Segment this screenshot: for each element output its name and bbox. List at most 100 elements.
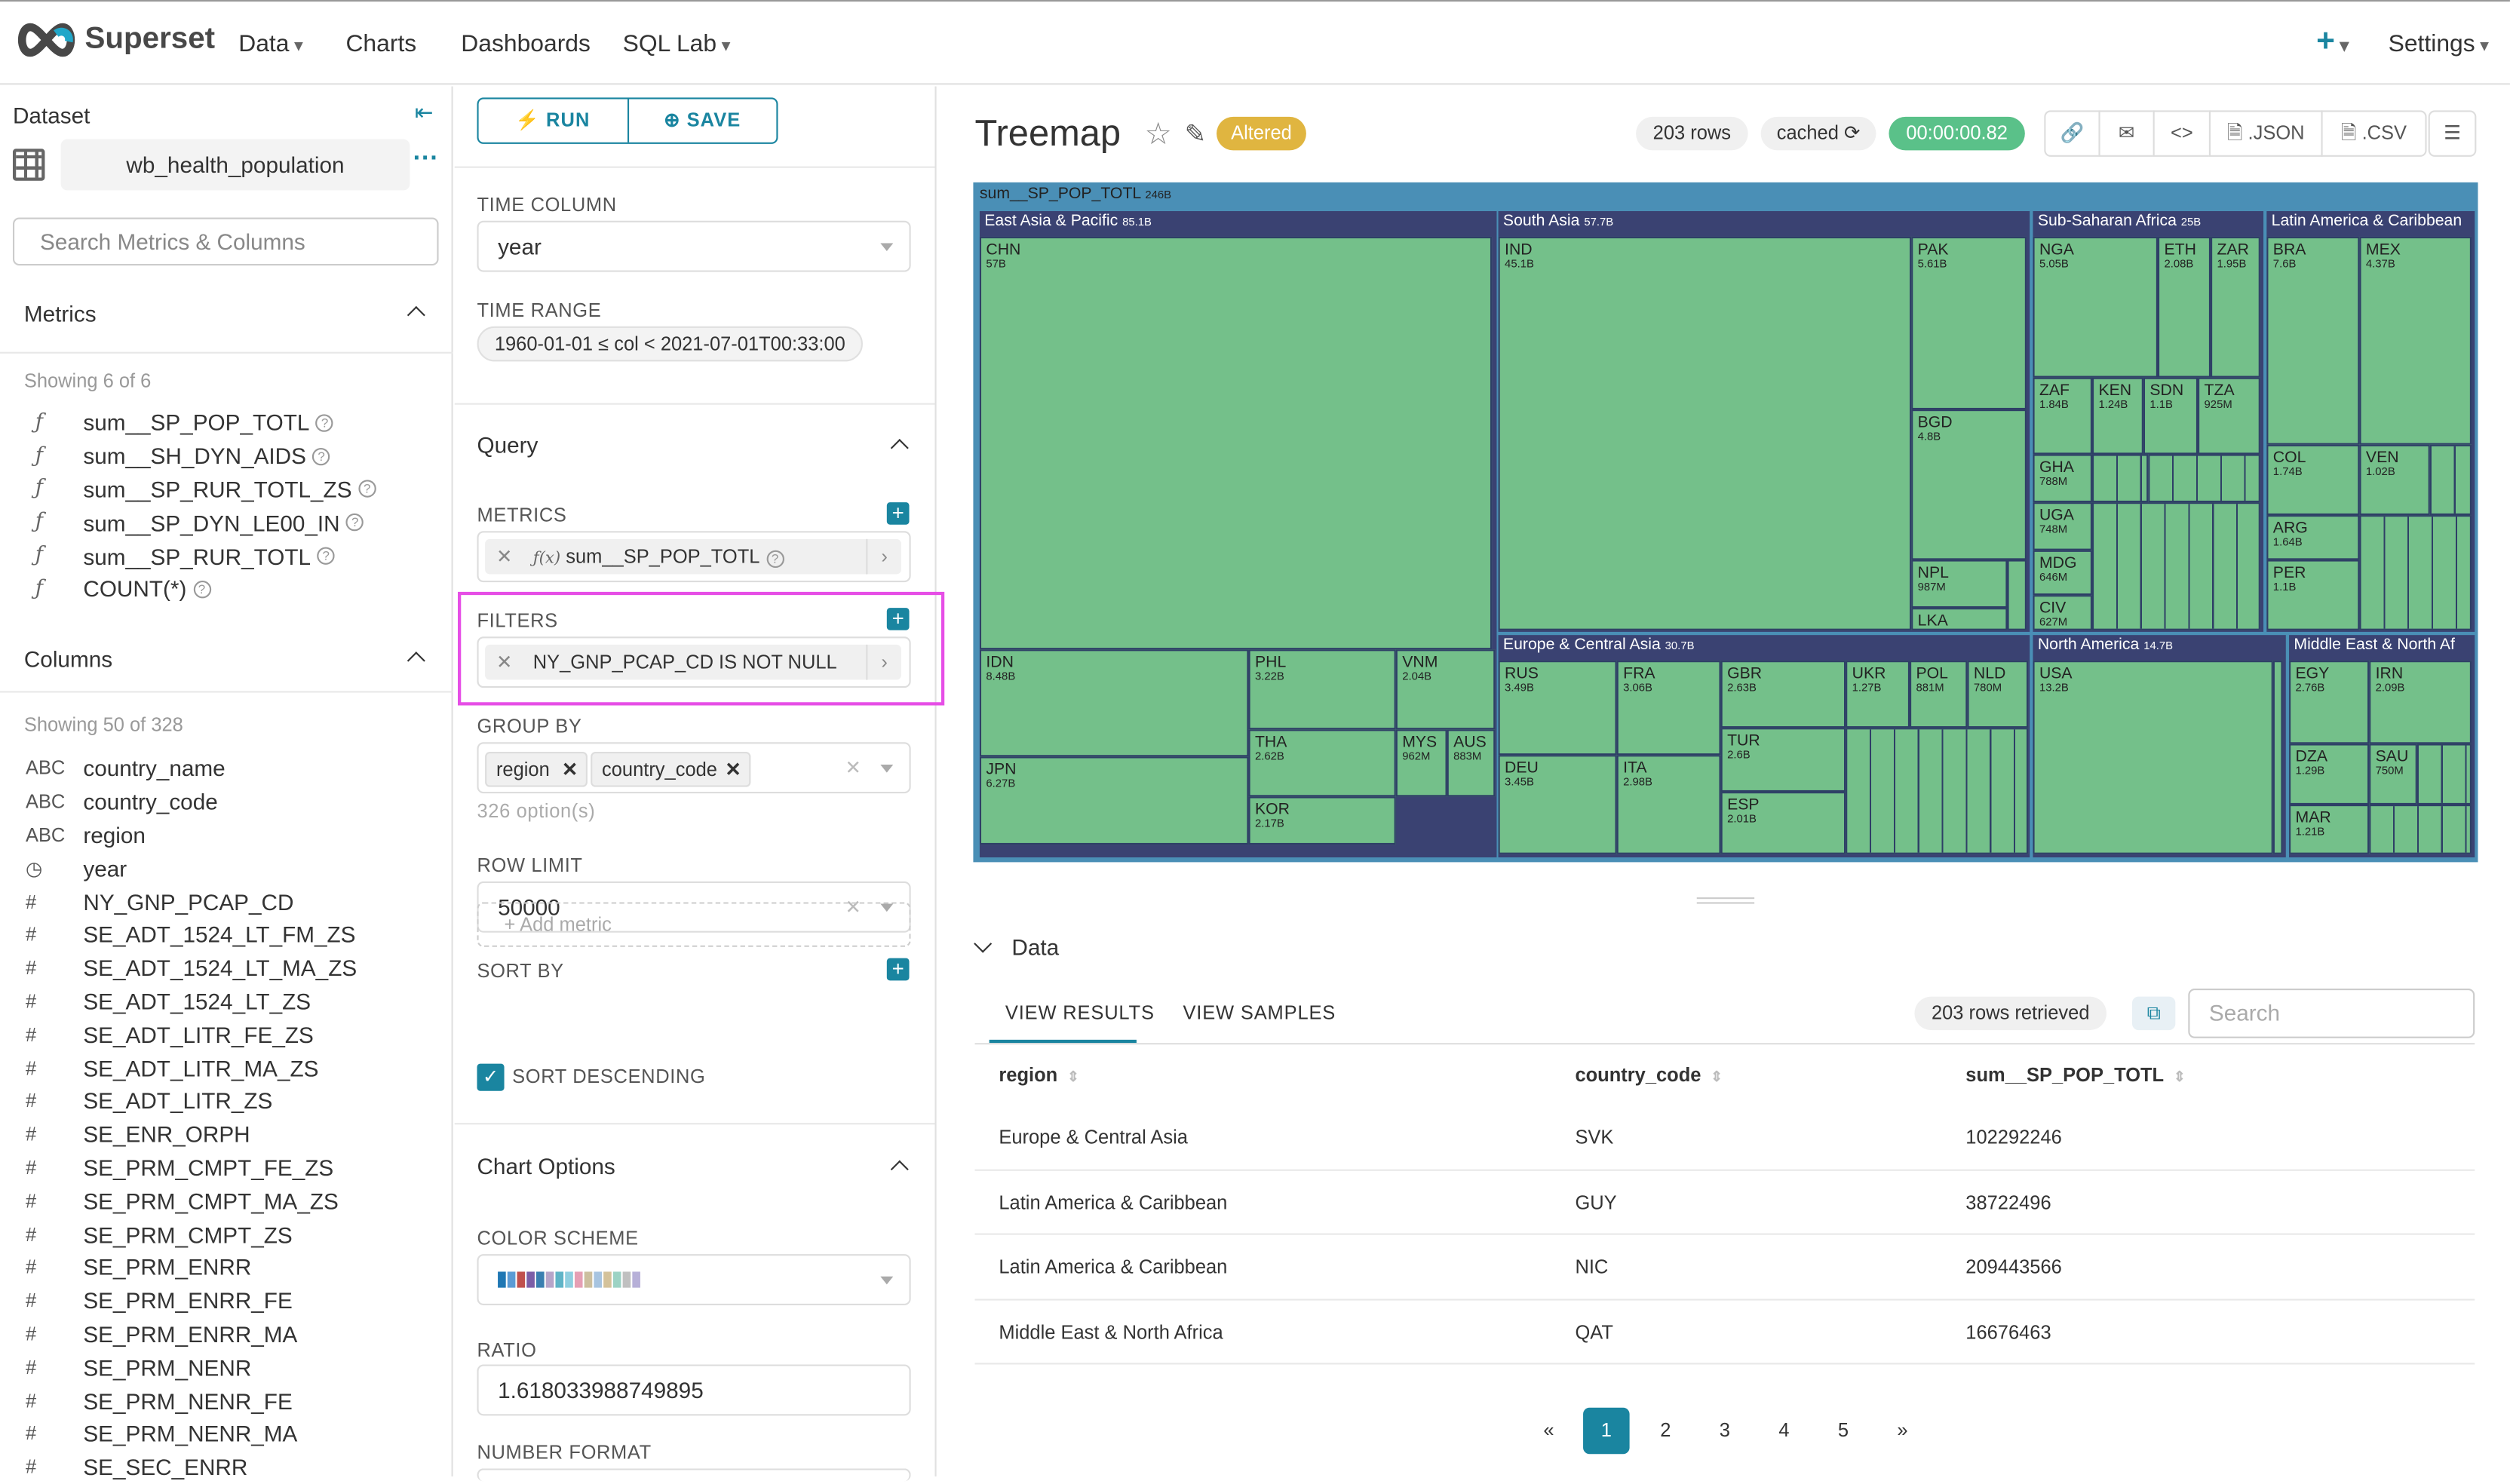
settings-menu[interactable]: Settings	[2389, 30, 2489, 57]
run-button[interactable]: ⚡ RUN	[479, 99, 629, 143]
help-icon[interactable]: ?	[317, 547, 335, 565]
treemap-tile[interactable]: UKR 1.27B	[1846, 661, 1910, 728]
group-by-tag[interactable]: country_code ✕	[591, 752, 751, 787]
edit-icon[interactable]: ✎	[1184, 121, 1207, 149]
treemap-tile[interactable]: NGA 5.05B	[2033, 236, 2158, 378]
column-item[interactable]: # SE_PRM_ENRR_FE	[0, 1284, 453, 1317]
column-header-metric[interactable]: sum__SP_POP_TOTL ⇕	[1965, 1064, 2186, 1087]
treemap-tile[interactable]: ETH 2.08B	[2157, 236, 2211, 378]
small-country-tile[interactable]	[2272, 661, 2283, 854]
treemap-tile[interactable]: MYS 962M	[1395, 729, 1447, 797]
column-item[interactable]: # SE_PRM_CMPT_MA_ZS	[0, 1185, 453, 1218]
page-button[interactable]: 2	[1660, 1418, 1671, 1442]
treemap-tile[interactable]: PHL 3.22B	[1248, 649, 1396, 730]
column-item[interactable]: # SE_ADT_LITR_MA_ZS	[0, 1051, 453, 1084]
table-row[interactable]: Middle East & North Africa QAT 16676463	[974, 1300, 2475, 1365]
treemap-tile[interactable]: NPL 987M	[1911, 560, 2008, 609]
treemap-tile[interactable]: USA 13.2B	[2033, 661, 2273, 854]
column-item[interactable]: ABC country_name	[0, 752, 453, 785]
treemap-tile[interactable]: MDG 646M	[2033, 550, 2092, 596]
column-item[interactable]: # SE_ADT_LITR_FE_ZS	[0, 1018, 453, 1051]
treemap-tile[interactable]: ITA 2.98B	[1616, 755, 1721, 854]
small-country-tile[interactable]	[2429, 444, 2472, 516]
treemap-tile[interactable]: KOR 2.17B	[1248, 796, 1396, 845]
column-item[interactable]: # SE_PRM_NENR_MA	[0, 1417, 453, 1450]
treemap-tile[interactable]: THA 2.62B	[1248, 729, 1396, 797]
hamburger-menu-icon[interactable]: ☰	[2428, 110, 2477, 157]
treemap-tile[interactable]: ARG 1.64B	[2266, 515, 2360, 560]
page-prev-button[interactable]: «	[1543, 1418, 1554, 1442]
column-item[interactable]: ABC country_code	[0, 785, 453, 818]
add-filter-icon[interactable]: +	[886, 608, 910, 630]
small-country-tile[interactable]	[2359, 515, 2472, 630]
nav-charts[interactable]: Charts	[345, 30, 417, 58]
export-csv-button[interactable]: 🗎 .CSV	[2321, 110, 2427, 157]
more-options-icon[interactable]: ···	[413, 146, 439, 173]
treemap-tile[interactable]: SAU 750M	[2369, 744, 2417, 805]
star-icon[interactable]: ☆	[1144, 118, 1172, 152]
dataset-name[interactable]: wb_health_population	[60, 139, 410, 191]
treemap-tile[interactable]: VNM 2.04B	[1395, 649, 1496, 730]
remove-icon[interactable]: ✕	[496, 545, 513, 569]
add-metric-icon[interactable]: +	[886, 502, 910, 525]
filter-card[interactable]: ✕ NY_GNP_PCAP_CD IS NOT NULL ›	[477, 636, 911, 688]
treemap-group[interactable]: Europe & Central Asia 30.7B RUS 3.49B FRA 3.…	[1498, 635, 2030, 858]
treemap-tile[interactable]: UGA 748M	[2033, 502, 2092, 550]
table-row[interactable]: Latin America & Caribbean GUY 38722496	[974, 1170, 2475, 1235]
chevron-right-icon[interactable]: ›	[866, 644, 901, 680]
columns-section-header[interactable]: Columns	[23, 646, 113, 672]
page-button[interactable]: 5	[1837, 1418, 1849, 1442]
treemap-tile[interactable]: NLD 780M	[1967, 661, 2029, 728]
treemap-tile[interactable]: GBR 2.63B	[1720, 661, 1846, 728]
metric-item[interactable]: ƒ sum__SP_POP_TOTL?	[0, 406, 453, 440]
superset-logo[interactable]: Superset	[14, 21, 215, 60]
time-column-select[interactable]: year	[477, 220, 911, 272]
sort-icon[interactable]: ⇕	[1066, 1069, 1079, 1085]
metric-card[interactable]: ✕ ƒ(x) sum__SP_POP_TOTL? ›	[477, 531, 911, 583]
metric-item[interactable]: ƒ sum__SH_DYN_AIDS?	[0, 440, 453, 473]
treemap-tile[interactable]: VEN 1.02B	[2359, 444, 2430, 516]
chart-title[interactable]: Treemap	[974, 112, 1122, 154]
data-section-title[interactable]: Data	[1011, 934, 1060, 960]
treemap-tile[interactable]: RUS 3.49B	[1498, 661, 1617, 756]
page-button[interactable]: 4	[1778, 1418, 1790, 1442]
column-item[interactable]: # SE_PRM_CMPT_ZS	[0, 1218, 453, 1251]
column-item[interactable]: ◷ year	[0, 851, 453, 885]
treemap-tile[interactable]: IDN 8.48B	[979, 649, 1249, 757]
sort-descending-checkbox[interactable]: ✓	[477, 1063, 505, 1091]
column-header-country-code[interactable]: country_code ⇕	[1575, 1064, 1723, 1087]
sort-icon[interactable]: ⇕	[1711, 1069, 1723, 1085]
treemap-tile[interactable]: TUR 2.6B	[1720, 728, 1846, 793]
altered-badge[interactable]: Altered	[1217, 116, 1306, 151]
chevron-up-icon[interactable]	[407, 652, 425, 670]
search-metrics-columns-input[interactable]: Search Metrics & Columns	[12, 217, 439, 266]
treemap-tile[interactable]: EGY 2.76B	[2289, 661, 2370, 744]
chart-options-header[interactable]: Chart Options	[477, 1153, 615, 1179]
remove-icon[interactable]: ✕	[496, 651, 513, 674]
treemap-tile[interactable]: MEX 4.37B	[2359, 236, 2472, 445]
small-country-tile[interactable]	[1846, 728, 2029, 854]
treemap-tile[interactable]: PAK 5.61B	[1911, 236, 2027, 410]
small-country-tile[interactable]	[2369, 805, 2472, 854]
treemap-tile[interactable]: MAR 1.21B	[2289, 805, 2370, 854]
treemap-tile[interactable]: IRN 2.09B	[2369, 661, 2472, 744]
dataset-selector[interactable]: wb_health_population ···	[12, 139, 439, 191]
metric-item[interactable]: ƒ sum__SP_RUR_TOTL_ZS?	[0, 473, 453, 506]
treemap-tile[interactable]: SDN 1.1B	[2143, 377, 2199, 455]
add-metric-dropzone[interactable]: + Add metric	[477, 902, 911, 947]
tab-view-results[interactable]: VIEW RESULTS	[1005, 1001, 1155, 1024]
save-button[interactable]: ⊕ SAVE	[628, 100, 776, 143]
clear-icon[interactable]: ✕	[845, 895, 861, 918]
help-icon[interactable]: ?	[315, 414, 334, 432]
metric-item[interactable]: ƒ COUNT(*)?	[0, 572, 453, 606]
column-item[interactable]: # SE_PRM_ENRR_MA	[0, 1317, 453, 1351]
number-format-select[interactable]	[477, 1468, 911, 1482]
metric-chip[interactable]: ✕ ƒ(x) sum__SP_POP_TOTL? ›	[485, 538, 901, 575]
nav-sql-lab-menu[interactable]: SQL Lab	[623, 30, 731, 57]
column-item[interactable]: ABC region	[0, 818, 453, 851]
treemap-tile[interactable]: LKA	[1911, 608, 2008, 630]
metric-item[interactable]: ƒ sum__SP_DYN_LE00_IN?	[0, 506, 453, 539]
metrics-section-header[interactable]: Metrics	[23, 300, 97, 327]
filter-chip[interactable]: ✕ NY_GNP_PCAP_CD IS NOT NULL ›	[485, 644, 901, 680]
page-button[interactable]: 3	[1719, 1418, 1730, 1442]
